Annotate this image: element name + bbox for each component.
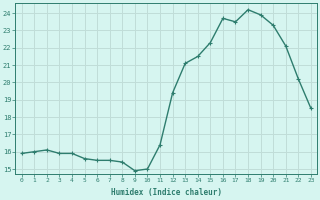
X-axis label: Humidex (Indice chaleur): Humidex (Indice chaleur) bbox=[111, 188, 222, 197]
